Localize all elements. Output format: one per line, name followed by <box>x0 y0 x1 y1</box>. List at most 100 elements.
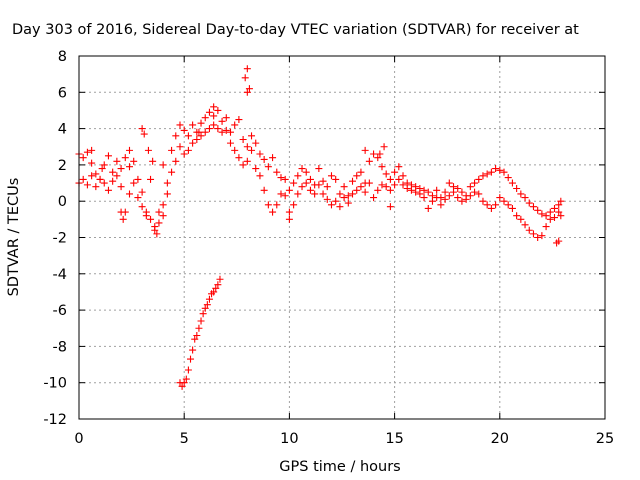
data-point <box>98 165 106 173</box>
data-point <box>243 157 251 165</box>
data-point <box>513 184 521 192</box>
data-point <box>557 197 565 205</box>
data-point <box>134 175 142 183</box>
data-point <box>555 237 563 245</box>
data-point <box>458 197 466 205</box>
data-point <box>117 183 125 191</box>
data-point <box>306 175 314 183</box>
data-point <box>216 275 224 283</box>
data-point <box>239 135 247 143</box>
data-point <box>475 190 483 198</box>
x-tick-labels: 0 5 10 15 20 25 <box>74 431 614 447</box>
data-point <box>311 190 319 198</box>
data-point <box>231 121 239 129</box>
data-point <box>298 183 306 191</box>
data-point <box>302 179 310 187</box>
data-point <box>340 194 348 202</box>
data-point <box>159 212 167 220</box>
data-point <box>248 146 256 154</box>
data-point <box>243 65 251 73</box>
y-tick-label: -6 <box>53 303 67 319</box>
data-point <box>445 179 453 187</box>
data-point <box>155 219 163 227</box>
series-lower-band <box>75 121 565 241</box>
data-point <box>399 172 407 180</box>
data-point <box>424 204 432 212</box>
data-point <box>264 201 272 209</box>
data-point <box>517 215 525 223</box>
data-point <box>92 183 100 191</box>
data-point <box>407 186 415 194</box>
data-point <box>88 172 96 180</box>
data-point <box>399 181 407 189</box>
data-point <box>298 165 306 173</box>
data-point <box>226 128 234 136</box>
data-point <box>193 332 201 340</box>
data-point <box>212 284 220 292</box>
data-point <box>487 204 495 212</box>
data-point <box>130 157 138 165</box>
data-point <box>551 204 559 212</box>
data-point <box>172 132 180 140</box>
data-point <box>504 201 512 209</box>
data-point <box>471 179 479 187</box>
data-point <box>357 183 365 191</box>
x-tick-label: 10 <box>280 431 298 447</box>
y-tick-label: -4 <box>53 267 67 283</box>
data-point <box>542 212 550 220</box>
data-point <box>290 201 298 209</box>
data-point <box>201 304 209 312</box>
x-axis-label: GPS time / hours <box>279 459 400 475</box>
data-point <box>205 295 213 303</box>
data-point <box>513 212 521 220</box>
data-point <box>252 165 260 173</box>
data-point <box>245 85 253 93</box>
data-point <box>386 186 394 194</box>
data-point <box>197 317 205 325</box>
data-point <box>378 181 386 189</box>
data-point <box>327 172 335 180</box>
data-point <box>374 186 382 194</box>
data-point <box>205 108 213 116</box>
data-point <box>479 197 487 205</box>
data-point <box>176 121 184 129</box>
data-point <box>437 201 445 209</box>
data-point <box>201 128 209 136</box>
data-point <box>538 210 546 218</box>
data-point <box>180 150 188 158</box>
data-point <box>109 168 117 176</box>
data-point <box>525 226 533 234</box>
data-point <box>191 335 199 343</box>
data-point <box>182 375 190 383</box>
data-point <box>125 163 133 171</box>
data-point <box>462 195 470 203</box>
data-point <box>380 143 388 151</box>
data-point <box>231 146 239 154</box>
data-point <box>403 184 411 192</box>
data-point <box>100 179 108 187</box>
x-tick-label: 15 <box>385 431 403 447</box>
data-point <box>386 203 394 211</box>
data-point <box>222 114 230 122</box>
data-point <box>306 186 314 194</box>
data-point <box>100 161 108 169</box>
data-point <box>529 230 537 238</box>
data-point <box>104 186 112 194</box>
data-point <box>277 190 285 198</box>
data-point <box>199 310 207 318</box>
data-point <box>273 168 281 176</box>
data-point <box>260 155 268 163</box>
data-point <box>83 148 91 156</box>
data-point <box>483 201 491 209</box>
data-point <box>496 166 504 174</box>
data-point <box>555 201 563 209</box>
y-tick-label: -2 <box>53 231 67 247</box>
data-point <box>168 146 176 154</box>
data-point <box>159 161 167 169</box>
data-point <box>155 208 163 216</box>
data-point <box>235 154 243 162</box>
y-tick-label: 4 <box>58 122 67 138</box>
data-point <box>125 190 133 198</box>
data-point <box>88 159 96 167</box>
